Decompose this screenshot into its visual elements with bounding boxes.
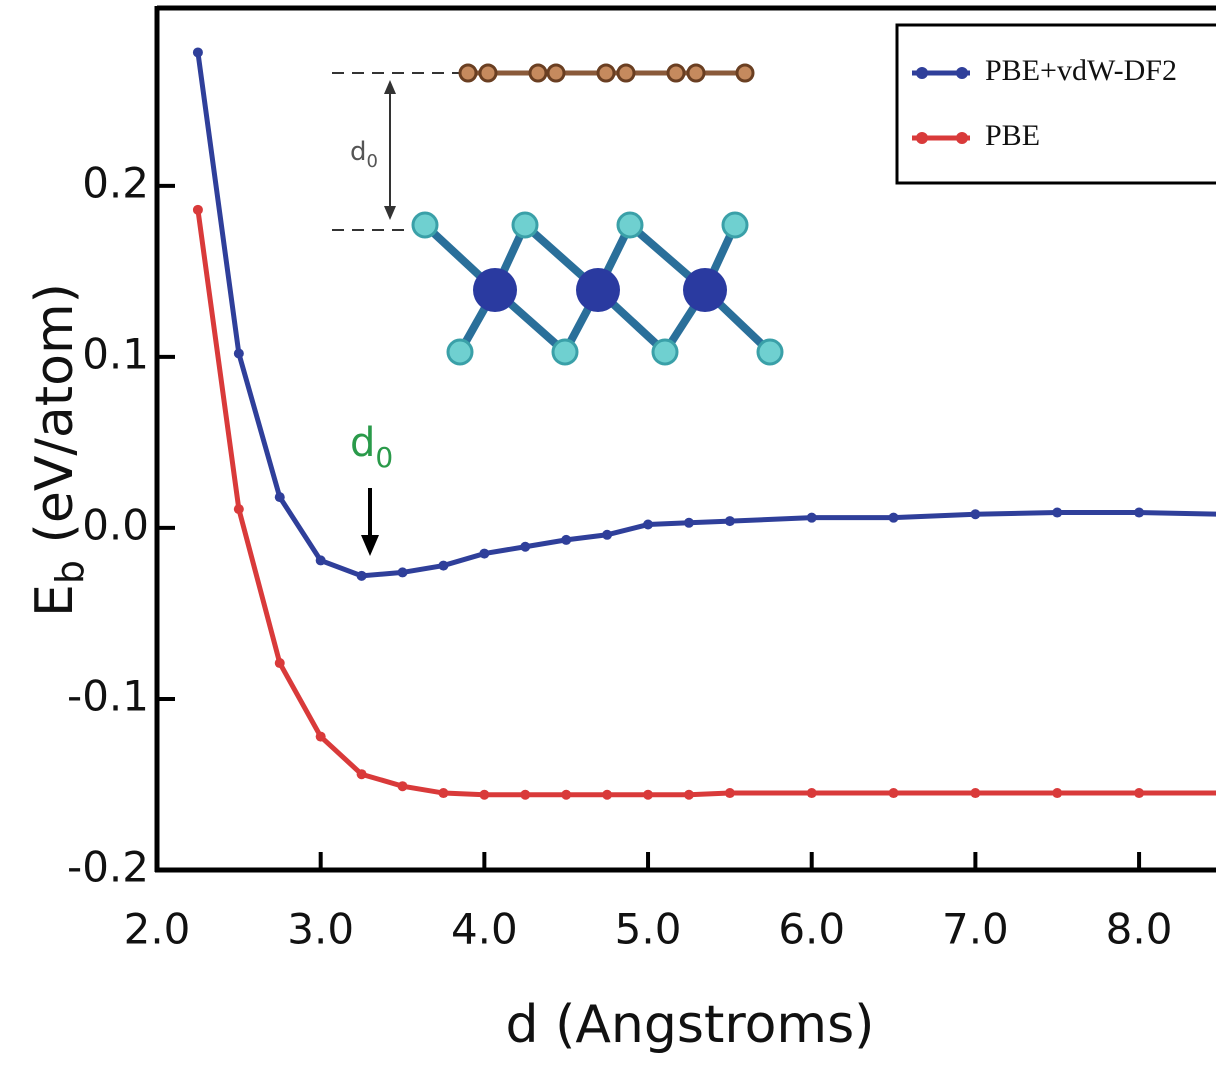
x-tick-label: 3.0	[287, 905, 354, 954]
data-point	[438, 788, 449, 799]
data-point	[683, 789, 694, 800]
data-point	[233, 504, 244, 515]
data-point	[233, 348, 244, 359]
data-point	[1134, 788, 1145, 799]
x-tick-label: 2.0	[124, 905, 191, 954]
data-point	[1052, 788, 1063, 799]
data-point	[397, 567, 408, 578]
arrow-head	[361, 535, 379, 556]
data-point	[643, 789, 654, 800]
structure-inset	[332, 63, 784, 366]
data-point	[724, 788, 735, 799]
data-point	[192, 204, 203, 215]
data-point	[274, 492, 285, 503]
data-point	[356, 769, 367, 780]
annotation: d0	[350, 137, 378, 173]
y-tick-label: 0.2	[82, 158, 149, 207]
legend	[895, 23, 1216, 185]
x-tick-label: 5.0	[615, 905, 682, 954]
data-point	[397, 781, 408, 792]
data-point	[356, 570, 367, 581]
legend-label: PBE	[985, 119, 1040, 152]
data-point	[970, 509, 981, 520]
data-point	[479, 789, 490, 800]
y-tick-label: -0.2	[67, 843, 149, 892]
data-point	[1052, 507, 1063, 518]
data-point	[888, 512, 899, 523]
legend-marker	[916, 67, 928, 79]
legend-label: PBE+vdW-DF2	[985, 54, 1177, 87]
x-tick-label: 8.0	[1106, 905, 1173, 954]
legend-marker	[956, 67, 968, 79]
legend-marker	[956, 132, 968, 144]
data-point	[888, 788, 899, 799]
series-line	[195, 52, 1216, 579]
data-point	[315, 731, 326, 742]
data-point	[561, 534, 572, 545]
series-line	[195, 209, 1216, 798]
x-axis-label: d (Angstroms)	[506, 995, 875, 1055]
data-point	[438, 560, 449, 571]
y-tick-label: 0.1	[82, 329, 149, 378]
data-point	[970, 788, 981, 799]
data-point	[602, 529, 613, 540]
annotation: d0	[350, 420, 393, 474]
legend-marker	[916, 132, 928, 144]
y-tick-label: 0.0	[82, 500, 149, 549]
x-tick-label: 7.0	[942, 905, 1009, 954]
y-tick-label: -0.1	[67, 671, 149, 720]
data-point	[683, 517, 694, 528]
x-tick-label: 6.0	[778, 905, 845, 954]
data-point	[1134, 507, 1145, 518]
data-point	[643, 519, 654, 530]
data-point	[602, 789, 613, 800]
data-point	[561, 789, 572, 800]
data-point	[520, 541, 531, 552]
data-point	[806, 788, 817, 799]
data-point	[520, 789, 531, 800]
data-point	[315, 555, 326, 566]
data-point	[274, 658, 285, 669]
data-point	[806, 512, 817, 523]
data-point	[724, 516, 735, 527]
y-axis-label: Eb (eV/atom)	[25, 283, 92, 617]
x-tick-label: 4.0	[451, 905, 518, 954]
data-point	[192, 47, 203, 58]
data-point	[479, 548, 490, 559]
